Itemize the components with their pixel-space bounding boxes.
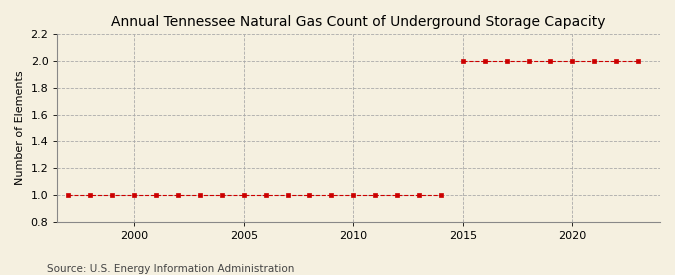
Text: Source: U.S. Energy Information Administration: Source: U.S. Energy Information Administ… xyxy=(47,264,294,274)
Title: Annual Tennessee Natural Gas Count of Underground Storage Capacity: Annual Tennessee Natural Gas Count of Un… xyxy=(111,15,606,29)
Y-axis label: Number of Elements: Number of Elements xyxy=(15,71,25,185)
